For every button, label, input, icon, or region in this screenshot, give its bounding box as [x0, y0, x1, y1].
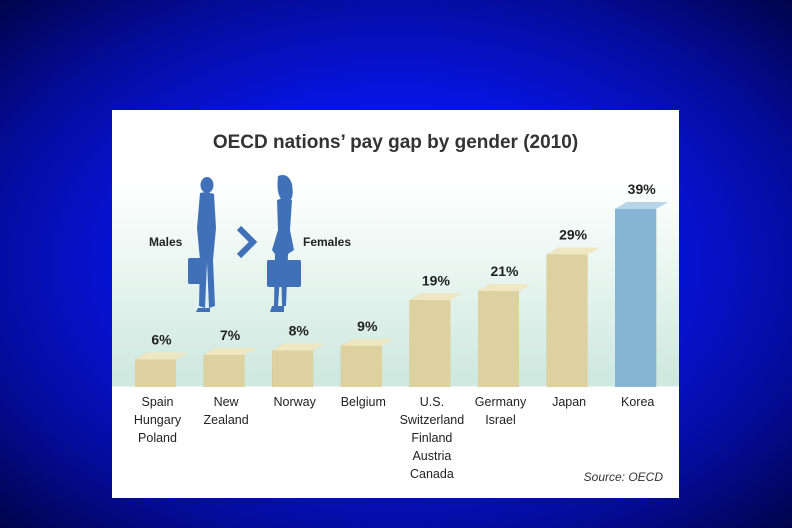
category-label: Japan	[552, 395, 586, 409]
bar	[135, 352, 188, 387]
bar-value-label: 6%	[151, 332, 172, 348]
bar-value-label: 39%	[628, 181, 657, 197]
gender-legend: Males Females	[149, 175, 351, 312]
chart-panel: OECD nations’ pay gap by gender (2010) M…	[112, 110, 679, 498]
bar	[409, 293, 463, 387]
legend-males-label: Males	[149, 235, 183, 249]
legend-females-label: Females	[303, 235, 351, 249]
category-label: Belgium	[341, 395, 386, 409]
bars: 6% Spain Hungary Poland 7% New Zealand 8% Norway…	[134, 181, 669, 481]
category-label: U.S. Switzerland Finland Austria Canada	[400, 395, 465, 481]
category-label: Korea	[621, 395, 654, 409]
bar	[203, 348, 257, 387]
bar	[272, 343, 326, 387]
bar	[615, 202, 669, 387]
bar-value-label: 9%	[357, 318, 378, 334]
bar-value-label: 19%	[422, 272, 451, 288]
chart-title: OECD nations’ pay gap by gender (2010)	[212, 132, 579, 153]
chevron-right-icon	[236, 225, 258, 259]
female-figure-icon	[267, 175, 301, 312]
category-label: Spain Hungary Poland	[134, 395, 182, 445]
male-figure-icon	[188, 177, 216, 312]
source-note: Source: OECD	[583, 470, 663, 484]
bar-value-label: 29%	[559, 227, 588, 243]
category-label: New Zealand	[204, 395, 249, 427]
category-label: Germany Israel	[475, 395, 527, 427]
bar	[546, 247, 600, 387]
bar-value-label: 21%	[490, 263, 519, 279]
bar	[340, 338, 394, 387]
bar	[478, 284, 531, 387]
chart-canvas: Males Females 6% Spain Hungary Poland 7% New Z…	[134, 175, 669, 481]
bar-value-label: 7%	[220, 327, 241, 343]
category-label: Norway	[274, 395, 317, 409]
bar-value-label: 8%	[289, 322, 310, 338]
